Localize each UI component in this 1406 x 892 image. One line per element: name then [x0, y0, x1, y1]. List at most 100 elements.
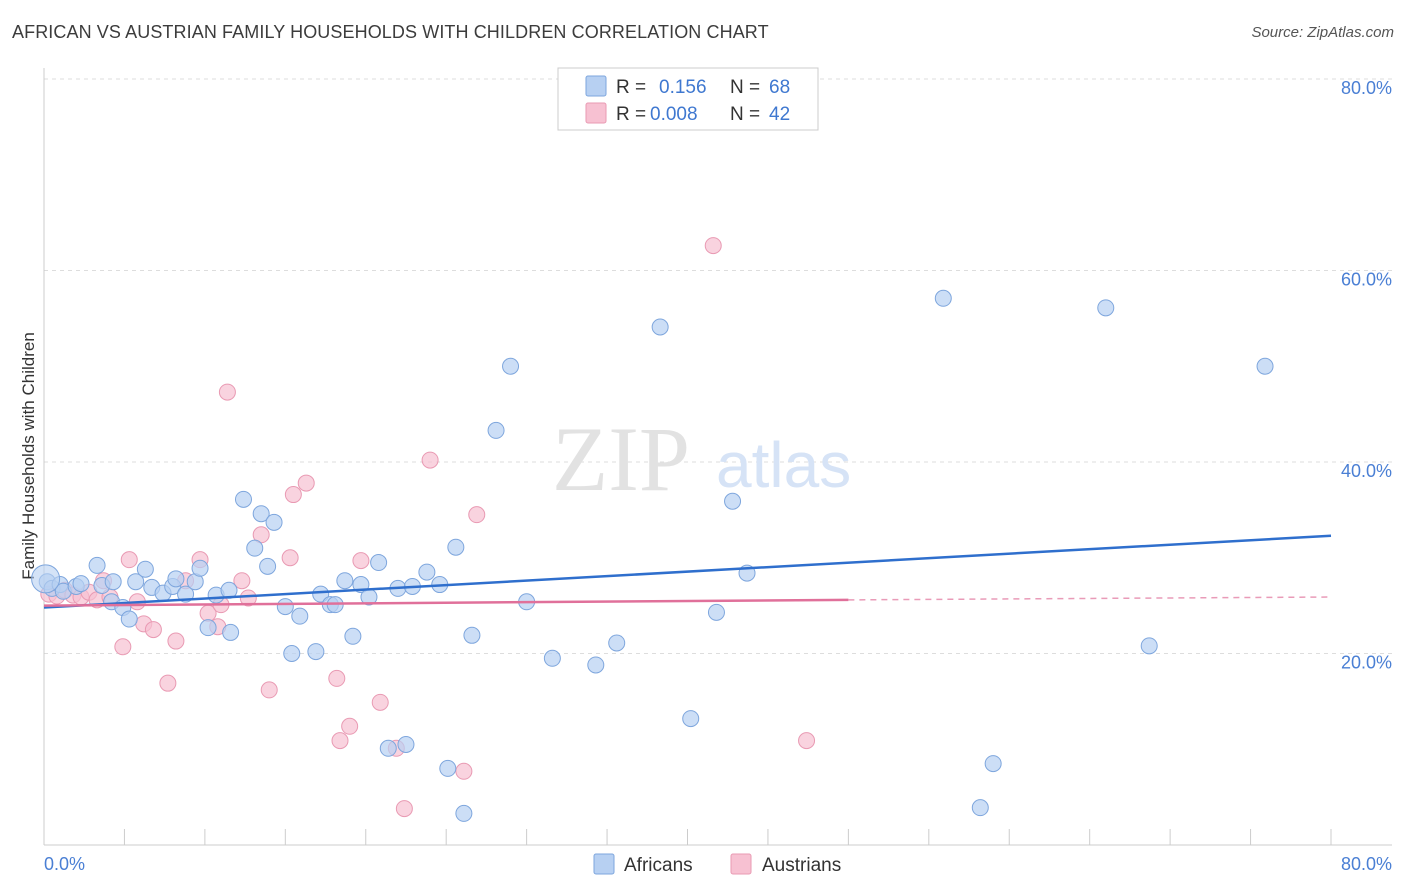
africans-points — [31, 289, 1274, 822]
africans-point-18 — [177, 585, 195, 603]
africans-point-29 — [265, 513, 283, 531]
legend-swatch-africans — [585, 75, 607, 97]
africans-point-58 — [651, 318, 669, 336]
chart-title: AFRICAN VS AUSTRIAN FAMILY HOUSEHOLDS WI… — [12, 22, 769, 42]
africans-point-59 — [682, 710, 700, 728]
africans-point-38 — [344, 627, 362, 645]
africans-point-5 — [72, 575, 90, 593]
bottom-legend-africans: Africans — [624, 855, 693, 876]
africans-point-55 — [543, 649, 561, 667]
africans-point-37 — [336, 572, 354, 590]
africans-point-21 — [199, 619, 217, 637]
austrians-point-29 — [328, 669, 346, 687]
africans-point-52 — [487, 421, 505, 439]
austrians-trend-extension — [848, 596, 1332, 601]
africans-point-49 — [447, 538, 465, 556]
austrians-point-32 — [352, 552, 370, 570]
legend-r-value-austrians: 0.008 — [650, 104, 698, 125]
africans-point-32 — [291, 607, 309, 625]
x-tick-label-min: 0.0% — [44, 854, 85, 874]
legend-r-value-africans: 0.156 — [659, 77, 707, 98]
austrians-point-36 — [421, 451, 439, 469]
austrians-point-33 — [371, 693, 389, 711]
austrians-point-40 — [798, 732, 816, 750]
africans-point-44 — [397, 735, 415, 753]
watermark-atlas: atlas — [716, 429, 851, 501]
austrians-point-27 — [284, 486, 302, 504]
africans-point-25 — [234, 490, 252, 508]
bottom-legend-swatch-austrians — [730, 853, 752, 875]
africans-point-53 — [502, 357, 520, 375]
austrians-point-9 — [114, 638, 132, 656]
trend-lines — [43, 534, 1332, 609]
y-tick-label-60: 60.0% — [1341, 270, 1392, 290]
africans-point-26 — [246, 539, 264, 557]
legend-swatch-austrians — [585, 102, 607, 124]
y-tick-label-80: 80.0% — [1341, 78, 1392, 98]
africans-point-24 — [222, 623, 240, 641]
y-tick-label-20: 20.0% — [1341, 653, 1392, 673]
africans-point-6 — [88, 556, 106, 574]
y-tick-label-40: 40.0% — [1341, 461, 1392, 481]
austrians-point-30 — [331, 732, 349, 750]
africans-point-66 — [1097, 299, 1115, 317]
austrians-point-15 — [167, 632, 185, 650]
austrians-point-25 — [260, 681, 278, 699]
x-axis-ticks — [123, 829, 1332, 845]
africans-point-41 — [370, 554, 388, 572]
africans-trend-line — [43, 534, 1332, 609]
africans-point-65 — [984, 755, 1002, 773]
legend-r-label-africans: R = — [616, 77, 646, 98]
axes — [43, 68, 1392, 846]
y-axis-label: Family Households with Children — [19, 332, 38, 580]
correlation-legend: R = 0.156 N = 68 R = 0.008 N = 42 — [557, 67, 819, 131]
austrians-point-37 — [455, 762, 473, 780]
africans-point-50 — [455, 804, 473, 822]
africans-point-11 — [120, 610, 138, 628]
africans-point-12 — [127, 573, 145, 591]
watermark: ZIP atlas — [552, 408, 851, 510]
africans-point-61 — [724, 492, 742, 510]
legend-n-label-austrians: N = — [730, 104, 760, 125]
austrians-point-22 — [233, 572, 251, 590]
africans-point-64 — [971, 799, 989, 817]
austrians-point-26 — [281, 549, 299, 567]
legend-n-label-africans: N = — [730, 77, 760, 98]
austrians-point-35 — [395, 800, 413, 818]
austrians-points — [40, 237, 816, 818]
africans-point-48 — [439, 759, 457, 777]
africans-point-27 — [252, 505, 270, 523]
legend-n-value-austrians: 42 — [769, 104, 790, 125]
series-legend: Africans Austrians — [593, 853, 841, 876]
africans-point-57 — [608, 634, 626, 652]
africans-cluster-point — [31, 564, 61, 594]
austrians-point-14 — [159, 674, 177, 692]
africans-point-68 — [1140, 637, 1158, 655]
austrians-point-13 — [144, 621, 162, 639]
africans-point-13 — [136, 560, 154, 578]
africans-point-30 — [276, 598, 294, 616]
austrians-point-31 — [341, 717, 359, 735]
bottom-legend-austrians: Austrians — [762, 855, 841, 876]
africans-point-56 — [587, 656, 605, 674]
africans-point-46 — [418, 563, 436, 581]
africans-point-67 — [1256, 357, 1274, 375]
africans-point-33 — [307, 643, 325, 661]
austrians-point-28 — [297, 474, 315, 492]
austrians-point-21 — [218, 383, 236, 401]
legend-r-label-austrians: R = — [616, 104, 646, 125]
y-tick-labels: 20.0% 40.0% 60.0% 80.0% — [1341, 78, 1392, 673]
africans-point-9 — [104, 573, 122, 591]
grid-lines — [44, 78, 1392, 654]
watermark-zip: ZIP — [552, 408, 690, 510]
africans-point-28 — [259, 557, 277, 575]
africans-point-60 — [707, 603, 725, 621]
austrians-point-38 — [468, 506, 486, 524]
austrians-point-10 — [120, 551, 138, 569]
legend-n-value-africans: 68 — [769, 77, 790, 98]
bottom-legend-swatch-africans — [593, 853, 615, 875]
x-tick-label-max: 80.0% — [1341, 854, 1392, 874]
austrians-point-23 — [239, 589, 257, 607]
austrians-point-39 — [704, 237, 722, 255]
